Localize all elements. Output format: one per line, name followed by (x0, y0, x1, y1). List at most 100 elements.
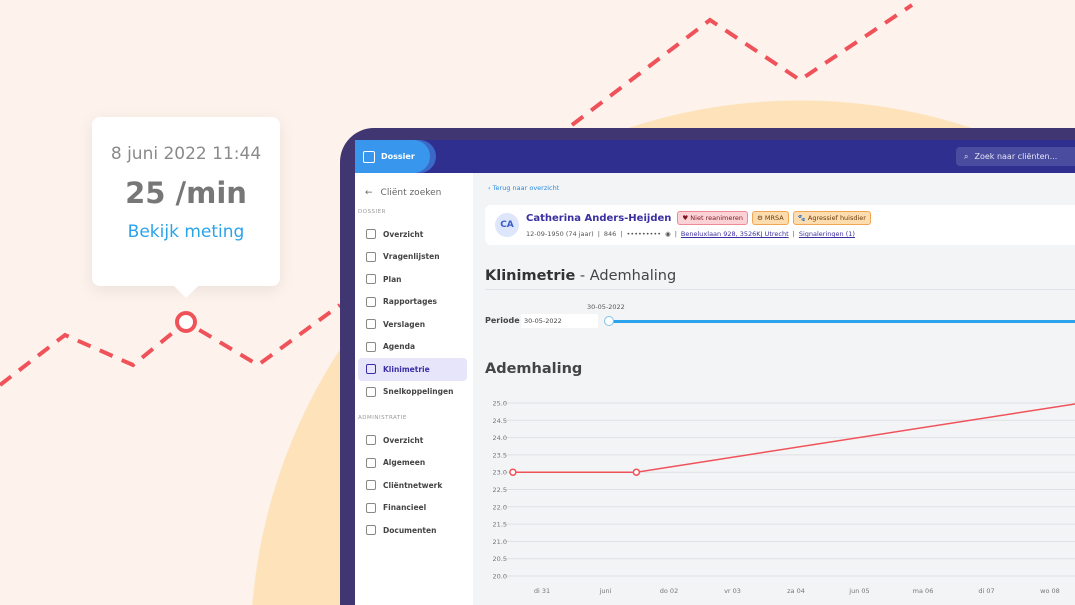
tab-label: Dossier (381, 152, 415, 161)
grid-icon (366, 435, 376, 446)
y-tick-label: 23.5 (493, 451, 507, 459)
sidebar: ← Cliënt zoeken DOSSIER Overzicht Vragenlij… (355, 173, 473, 605)
section-title: ADMINISTRATIE (358, 415, 407, 421)
x-tick-label: do 02 (660, 587, 678, 595)
data-point (632, 468, 641, 476)
sidebar-item-label: Cliëntnetwerk (383, 480, 443, 490)
client-id: 846 (603, 230, 617, 238)
y-tick-label: 24.5 (493, 417, 507, 425)
client-address-link[interactable]: Beneluxlaan 928, 3526KJ Utrecht (680, 230, 789, 238)
section-title: DOSSIER (358, 209, 386, 215)
client-search-input[interactable]: ⌕ Zoek naar cliënten... (956, 147, 1075, 166)
client-card: CA Catherina Anders-Heijden ♥ Niet reani… (485, 205, 1075, 245)
sidebar-item-financieel[interactable]: Financieel (358, 497, 467, 520)
sidebar-item-overzicht[interactable]: Overzicht (358, 429, 467, 452)
sidebar-item-label: Plan (383, 274, 402, 284)
x-tick-label: ma 06 (913, 587, 934, 595)
data-point (509, 468, 517, 476)
sidebar-item-algemeen[interactable]: Algemeen (358, 452, 467, 475)
client-bsn: ••••••••• (626, 230, 662, 238)
link-icon (366, 386, 376, 397)
eye-icon[interactable]: ◉ (665, 230, 671, 238)
y-tick-label: 24.0 (493, 434, 507, 442)
y-tick-label: 23.0 (493, 469, 507, 477)
y-tick-label: 25.0 (493, 400, 507, 408)
y-tick-label: 20.5 (493, 555, 507, 563)
measurement-tooltip: 8 juni 2022 11:44 25 /min Bekijk meting (92, 117, 280, 298)
sidebar-item-cliëntnetwerk[interactable]: Cliëntnetwerk (358, 474, 467, 497)
sidebar-item-label: Algemeen (383, 458, 426, 468)
chart-title: Ademhaling (485, 361, 583, 377)
client-search-back[interactable]: ← Cliënt zoeken (355, 173, 473, 201)
periode-slider-handle[interactable] (604, 316, 614, 326)
sidebar-item-label: Financieel (383, 503, 427, 513)
x-tick-label: di 31 (534, 587, 550, 595)
y-tick-label: 22.5 (493, 486, 507, 494)
sidebar-item-vragenlijsten[interactable]: Vragenlijsten (358, 246, 467, 269)
sidebar-item-verslagen[interactable]: Verslagen (358, 313, 467, 336)
back-to-overview-link[interactable]: ‹ Terug naar overzicht (488, 184, 560, 192)
id-card-icon (366, 457, 376, 468)
periode-slider-track[interactable] (609, 320, 1075, 323)
breathing-chart: 25.0 24.5 24.0 23.5 23.0 22.5 22.0 21.5 21.0 20.5… (493, 400, 1075, 595)
x-tick-label: di 07 (978, 587, 994, 595)
sidebar-item-label: Overzicht (383, 435, 424, 445)
folder-icon (366, 525, 376, 536)
client-dob: 12-09-1950 (74 jaar) (526, 230, 594, 238)
avatar: CA (495, 213, 519, 237)
questionnaire-icon (366, 251, 376, 262)
x-tick-label: juni (599, 587, 612, 595)
divider (485, 289, 1075, 290)
view-measurement-link[interactable]: Bekijk meting (127, 222, 245, 242)
x-tick-label: wo 08 (1040, 587, 1060, 595)
sidebar-item-overzicht[interactable]: Overzicht (358, 223, 467, 246)
tooltip-value: 25 /min (125, 176, 247, 210)
sidebar-item-label: Overzicht (383, 229, 424, 239)
highlight-point (175, 311, 197, 333)
periode-date-input[interactable]: 30-05-2022 (521, 314, 598, 328)
sidebar-item-klinimetrie[interactable]: Klinimetrie (358, 358, 467, 381)
sidebar-item-label: Rapportages (383, 297, 437, 307)
x-tick-label: jun 05 (848, 587, 869, 595)
sidebar-item-documenten[interactable]: Documenten (358, 519, 467, 542)
sidebar-item-snelkoppelingen[interactable]: Snelkoppelingen (358, 381, 467, 404)
y-tick-label: 22.0 (493, 503, 507, 511)
document-icon (366, 319, 376, 330)
sidebar-item-label: Snelkoppelingen (383, 387, 454, 397)
tooltip-date: 8 juni 2022 11:44 (110, 144, 262, 164)
search-placeholder: Zoek naar cliënten... (974, 152, 1058, 161)
dossier-icon (363, 150, 375, 163)
signals-link[interactable]: Signaleringen (1) (798, 230, 855, 238)
people-icon (366, 480, 376, 491)
x-tick-label: za 04 (787, 587, 805, 595)
y-tick-label: 20.0 (493, 573, 507, 581)
x-tick-label: vr 03 (724, 587, 741, 595)
calendar-icon (366, 341, 376, 352)
client-name[interactable]: Catherina Anders-Heijden (526, 212, 672, 224)
periode-label: Periode (485, 316, 520, 325)
sidebar-item-agenda[interactable]: Agenda (358, 336, 467, 359)
y-tick-label: 21.5 (493, 521, 507, 529)
badge-niet-reanimeren: ♥ Niet reanimeren (677, 211, 748, 225)
arrow-left-icon: ← (365, 187, 373, 198)
plan-icon (366, 274, 376, 285)
tab-dossier[interactable]: Dossier (355, 140, 430, 173)
report-icon (366, 296, 376, 307)
back-link-label: Terug naar overzicht (492, 184, 560, 192)
sidebar-item-label: Klinimetrie (383, 364, 430, 374)
slider-value-label: 30-05-2022 (587, 303, 625, 311)
sidebar-item-label: Verslagen (383, 319, 426, 329)
sidebar-item-label: Agenda (383, 342, 416, 352)
search-icon: ⌕ (964, 151, 969, 161)
sidebar-item-plan[interactable]: Plan (358, 268, 467, 291)
badge-agressief-huisdier: 🐾 Agressief huisdier (792, 211, 871, 225)
main-content: ‹ Terug naar overzicht CA Catherina Ande… (473, 173, 1075, 605)
client-meta: 12-09-1950 (74 jaar) | 846 | ••••••••• ◉ | B… (526, 230, 855, 238)
bar-chart-icon (366, 364, 376, 375)
badge-mrsa: ⚙ MRSA (752, 211, 789, 225)
sidebar-item-label: Documenten (383, 525, 437, 535)
y-tick-label: 21.0 (493, 538, 507, 546)
sidebar-item-rapportages[interactable]: Rapportages (358, 291, 467, 314)
app-header (355, 140, 1075, 173)
